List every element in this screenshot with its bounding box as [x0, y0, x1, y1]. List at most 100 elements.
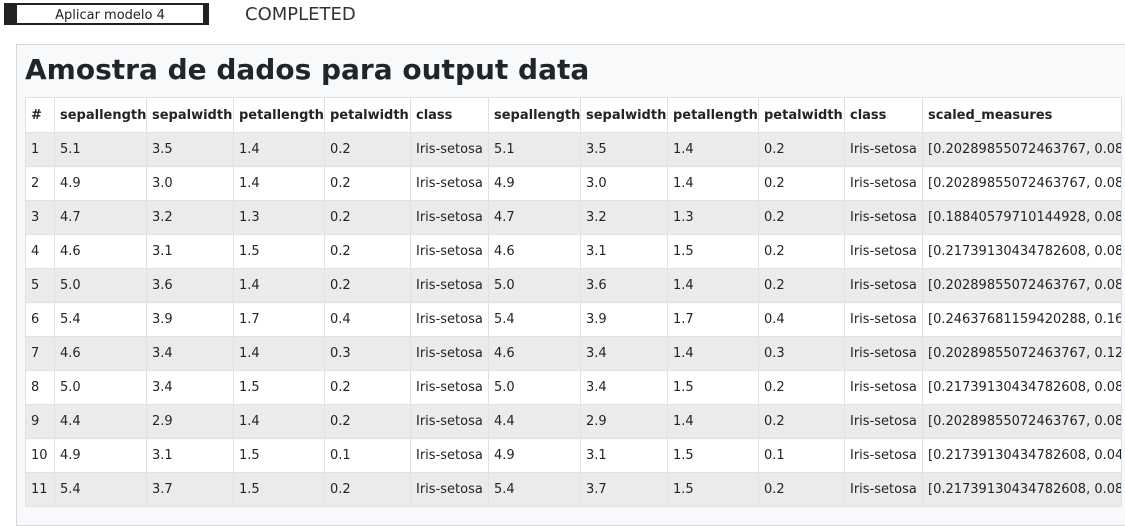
table-row: 1 5.1 3.5 1.4 0.2 Iris-setosa 5.1 3.5 1.4 0.2 Iris… — [25, 132, 1122, 167]
table-row: 5 5.0 3.6 1.4 0.2 Iris-setosa 5.0 3.6 1.4 0.2 Iris… — [25, 268, 1122, 303]
table-cell: [0.24637681159420288, 0.16] — [922, 302, 1122, 337]
table-cell: 1.4 — [667, 166, 759, 201]
table-cell: 0.3 — [758, 336, 845, 371]
table-cell: Iris-setosa — [844, 132, 923, 167]
table-cell: 8 — [25, 370, 55, 405]
table-cell: Iris-setosa — [410, 200, 489, 235]
table-row: 9 4.4 2.9 1.4 0.2 Iris-setosa 4.4 2.9 1.4 0.2 Iris… — [25, 404, 1122, 439]
table-cell: 4.7 — [54, 200, 147, 235]
table-cell: 1 — [25, 132, 55, 167]
table-cell: 0.2 — [758, 132, 845, 167]
table-cell: 3.9 — [580, 302, 668, 337]
table-cell: 4.9 — [488, 166, 581, 201]
table-cell: 3.5 — [580, 132, 668, 167]
table-cell: [0.21739130434782608, 0.08] — [922, 370, 1122, 405]
table-row: 6 5.4 3.9 1.7 0.4 Iris-setosa 5.4 3.9 1.7 0.4 Iris… — [25, 302, 1122, 337]
table-cell: 3.1 — [580, 438, 668, 473]
apply-button[interactable]: Aplicar modelo 4 — [4, 3, 209, 25]
table-cell: 3.4 — [580, 336, 668, 371]
table-cell: Iris-setosa — [410, 472, 489, 507]
table-cell: 0.2 — [758, 370, 845, 405]
table-cell: Iris-setosa — [410, 132, 489, 167]
table-cell: 4.6 — [54, 336, 147, 371]
table-cell: 3.1 — [146, 234, 234, 269]
table-cell: 10 — [25, 438, 55, 473]
table-cell: 1.5 — [667, 472, 759, 507]
table-cell: 3.2 — [146, 200, 234, 235]
table-cell: 1.5 — [667, 234, 759, 269]
table-body: 1 5.1 3.5 1.4 0.2 Iris-setosa 5.1 3.5 1.4 0.2 Iris… — [25, 132, 1122, 507]
table-cell: [0.21739130434782608, 0.08] — [922, 234, 1122, 269]
table-cell: 0.2 — [324, 200, 411, 235]
table-cell: 3 — [25, 200, 55, 235]
table-cell: 5.4 — [54, 302, 147, 337]
table-cell: Iris-setosa — [844, 200, 923, 235]
table-cell: 5.1 — [488, 132, 581, 167]
header-row: # sepallength sepalwidth petallength petalwi… — [25, 97, 1122, 133]
table-cell: 4.6 — [54, 234, 147, 269]
table-cell: 1.4 — [233, 166, 325, 201]
table-cell: 1.4 — [667, 268, 759, 303]
table-cell: [0.20289855072463767, 0.12] — [922, 336, 1122, 371]
table-cell: 3.6 — [580, 268, 668, 303]
table-row: 7 4.6 3.4 1.4 0.3 Iris-setosa 4.6 3.4 1.4 0.3 Iris… — [25, 336, 1122, 371]
table-cell: 0.2 — [758, 268, 845, 303]
table-cell: [0.20289855072463767, 0.08] — [922, 166, 1122, 201]
table-cell: [0.21739130434782608, 0.08] — [922, 472, 1122, 507]
data-table: # sepallength sepalwidth petallength petalwi… — [25, 97, 1122, 507]
table-cell: 3.4 — [146, 336, 234, 371]
table-row: 11 5.4 3.7 1.5 0.2 Iris-setosa 5.4 3.7 1.5 0.2 Iri… — [25, 472, 1122, 507]
table-cell: Iris-setosa — [844, 472, 923, 507]
table-cell: 0.2 — [324, 370, 411, 405]
table-cell: 0.2 — [324, 268, 411, 303]
table-cell: 4.6 — [488, 234, 581, 269]
table-cell: 0.2 — [758, 472, 845, 507]
table-cell: 5.4 — [488, 472, 581, 507]
table-cell: [0.18840579710144928, 0.08] — [922, 200, 1122, 235]
table-cell: 1.3 — [667, 200, 759, 235]
table-cell: 5.4 — [54, 472, 147, 507]
table-cell: 1.5 — [233, 234, 325, 269]
column-header: sepallength — [54, 97, 147, 133]
table-cell: 5.1 — [54, 132, 147, 167]
table-cell: 4.7 — [488, 200, 581, 235]
table-cell: 1.5 — [233, 472, 325, 507]
table-cell: 9 — [25, 404, 55, 439]
table-cell: 3.4 — [146, 370, 234, 405]
table-cell: Iris-setosa — [844, 234, 923, 269]
table-cell: 0.2 — [758, 200, 845, 235]
table-cell: Iris-setosa — [844, 166, 923, 201]
table-cell: 1.7 — [667, 302, 759, 337]
table-cell: Iris-setosa — [410, 234, 489, 269]
table-cell: 5.0 — [488, 268, 581, 303]
table-cell: 4.6 — [488, 336, 581, 371]
table-cell: 1.7 — [233, 302, 325, 337]
table-cell: 1.4 — [233, 268, 325, 303]
table-row: 2 4.9 3.0 1.4 0.2 Iris-setosa 4.9 3.0 1.4 0.2 Iris… — [25, 166, 1122, 201]
table-cell: 5.0 — [54, 268, 147, 303]
table-cell: 1.5 — [667, 438, 759, 473]
table-cell: 0.4 — [324, 302, 411, 337]
table-cell: [0.20289855072463767, 0.08] — [922, 404, 1122, 439]
table-cell: 1.4 — [233, 132, 325, 167]
table-cell: 1.4 — [233, 336, 325, 371]
table-head: # sepallength sepalwidth petallength petalwi… — [25, 97, 1122, 133]
table-row: 3 4.7 3.2 1.3 0.2 Iris-setosa 4.7 3.2 1.3 0.2 Iris… — [25, 200, 1122, 235]
table-cell: 6 — [25, 302, 55, 337]
table-cell: Iris-setosa — [410, 404, 489, 439]
table-cell: 4.9 — [54, 438, 147, 473]
table-cell: 0.1 — [758, 438, 845, 473]
table-cell: 2 — [25, 166, 55, 201]
table-cell: 0.2 — [324, 132, 411, 167]
table-cell: Iris-setosa — [844, 336, 923, 371]
table-cell: Iris-setosa — [410, 166, 489, 201]
table-cell: 7 — [25, 336, 55, 371]
table-cell: Iris-setosa — [844, 302, 923, 337]
table-cell: 1.4 — [233, 404, 325, 439]
column-header: petalwidth — [324, 97, 411, 133]
table-cell: 2.9 — [580, 404, 668, 439]
table-cell: 11 — [25, 472, 55, 507]
table-cell: [0.20289855072463767, 0.08] — [922, 132, 1122, 167]
panel-title: Amostra de dados para output data — [25, 53, 590, 86]
status-text: COMPLETED — [245, 4, 356, 25]
